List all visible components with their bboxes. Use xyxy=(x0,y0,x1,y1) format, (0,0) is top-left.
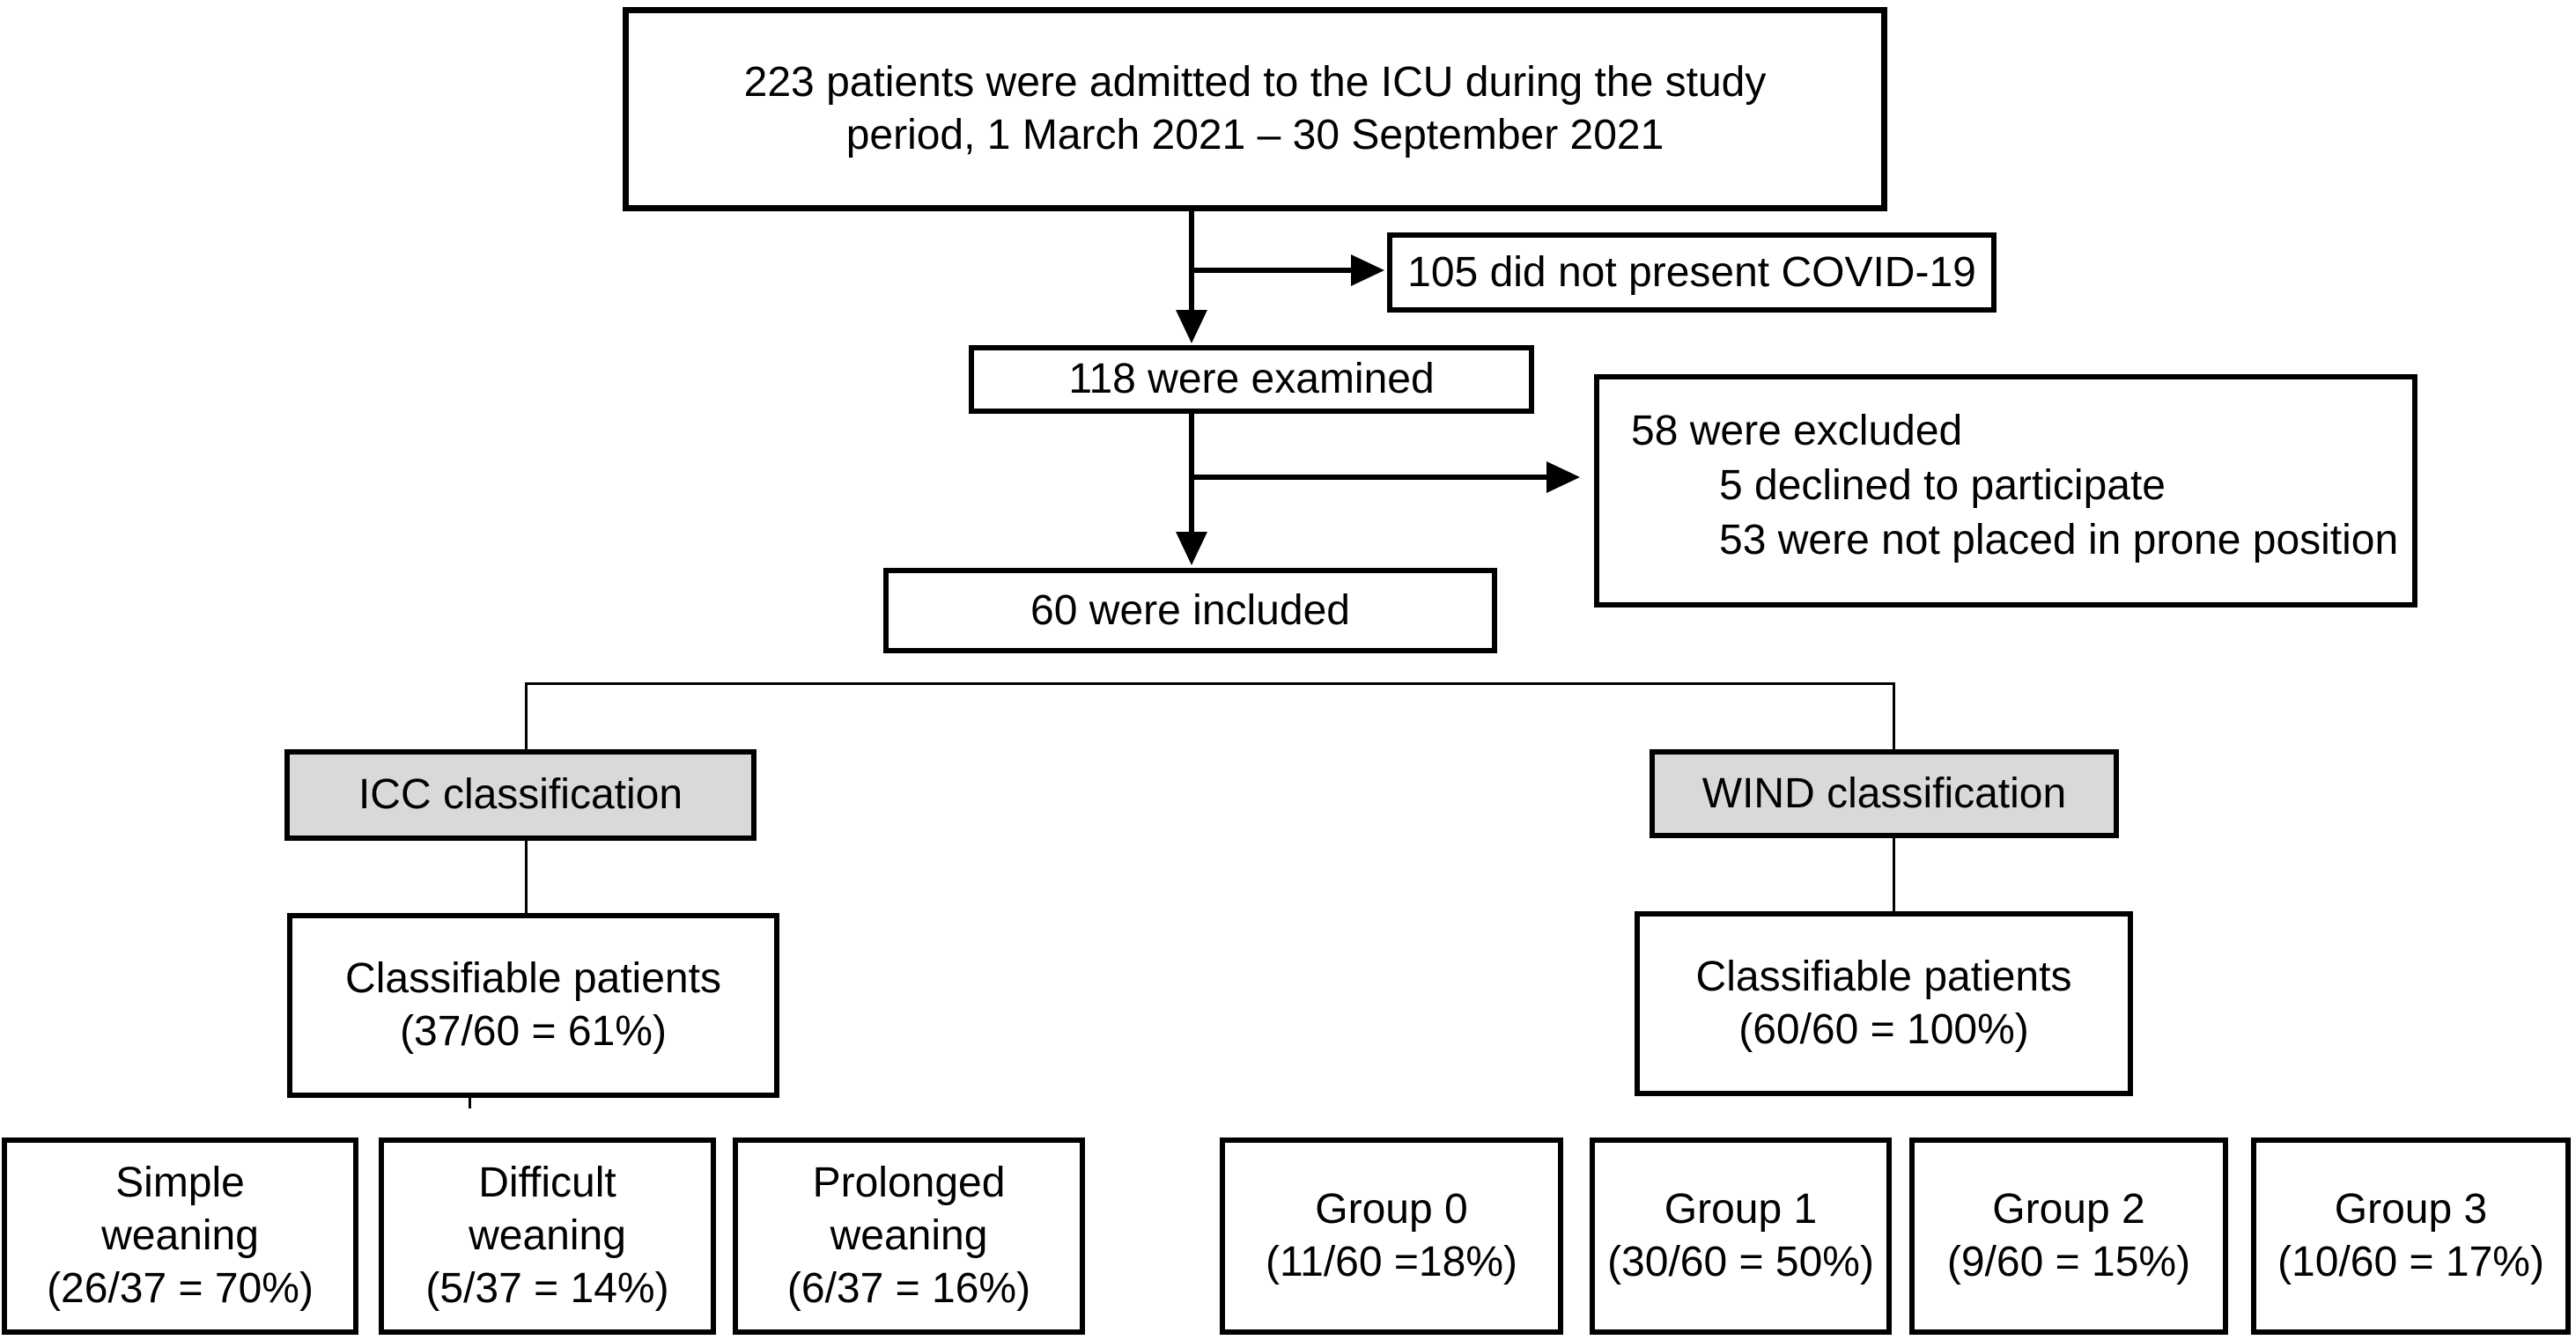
arrowhead-admitted-to-examined xyxy=(1176,310,1207,343)
box-wind-classification-line-0: WIND classification xyxy=(1701,769,2067,817)
box-admitted-line-1: period, 1 March 2021 – 30 September 2021 xyxy=(845,112,1664,158)
box-admitted-line-0: 223 patients were admitted to the ICU du… xyxy=(743,59,1767,106)
box-group-0: Group 0 (11/60 =18%) xyxy=(1220,1138,1563,1335)
connector-icc-to-classifiable xyxy=(525,841,528,915)
box-group-1-line-0: Group 1 xyxy=(1664,1186,1818,1233)
box-included: 60 were included xyxy=(883,568,1497,653)
box-not-covid: 105 did not present COVID-19 xyxy=(1387,232,1997,313)
connector-split-horizontal xyxy=(525,682,1895,685)
box-not-covid-line-0: 105 did not present COVID-19 xyxy=(1407,248,1976,296)
box-simple-weaning-line-2: (26/37 = 70%) xyxy=(47,1265,314,1312)
connector-classifiable-icc-stub xyxy=(469,1096,471,1108)
box-excluded-line-1: 5 declined to participate xyxy=(1719,462,2166,509)
box-group-1: Group 1 (30/60 = 50%) xyxy=(1590,1138,1892,1335)
box-group-2: Group 2 (9/60 = 15%) xyxy=(1909,1138,2228,1335)
arrowhead-branch-excluded xyxy=(1546,461,1580,493)
box-difficult-weaning-line-2: (5/37 = 14%) xyxy=(425,1265,669,1312)
box-classifiable-wind: Classifiable patients (60/60 = 100%) xyxy=(1635,911,2133,1096)
box-icc-classification: ICC classification xyxy=(284,749,757,841)
box-excluded-line-0: 58 were excluded xyxy=(1631,408,1963,454)
box-classifiable-wind-line-0: Classifiable patients xyxy=(1695,953,2072,1000)
box-icc-classification-line-0: ICC classification xyxy=(358,771,683,818)
box-difficult-weaning: Difficult weaning (5/37 = 14%) xyxy=(379,1138,716,1335)
box-group-2-line-0: Group 2 xyxy=(1992,1186,2145,1233)
connector-split-drop-right xyxy=(1893,682,1895,751)
box-group-0-line-0: Group 0 xyxy=(1315,1186,1468,1233)
box-included-line-0: 60 were included xyxy=(1030,586,1350,634)
box-simple-weaning-line-0: Simple xyxy=(115,1160,245,1206)
box-simple-weaning-line-1: weaning xyxy=(101,1212,259,1259)
box-prolonged-weaning-line-1: weaning xyxy=(830,1212,988,1259)
arrowhead-branch-not-covid xyxy=(1351,254,1384,286)
box-simple-weaning: Simple weaning (26/37 = 70%) xyxy=(2,1138,358,1335)
connector-wind-to-classifiable xyxy=(1893,838,1895,913)
box-admitted: 223 patients were admitted to the ICU du… xyxy=(623,7,1887,211)
box-excluded-line-2: 53 were not placed in prone position xyxy=(1719,517,2399,563)
box-difficult-weaning-line-1: weaning xyxy=(469,1212,626,1259)
box-group-3-line-1: (10/60 = 17%) xyxy=(2277,1239,2544,1285)
connector-branch-not-covid xyxy=(1192,268,1354,273)
box-group-3: Group 3 (10/60 = 17%) xyxy=(2251,1138,2571,1335)
box-classifiable-wind-line-1: (60/60 = 100%) xyxy=(1738,1006,2029,1053)
box-examined-line-0: 118 were examined xyxy=(1068,356,1435,402)
arrowhead-examined-to-included xyxy=(1176,532,1207,565)
box-classifiable-icc: Classifiable patients (37/60 = 61%) xyxy=(287,913,779,1098)
box-prolonged-weaning: Prolonged weaning (6/37 = 16%) xyxy=(733,1138,1085,1335)
box-difficult-weaning-line-0: Difficult xyxy=(478,1160,616,1206)
box-group-1-line-1: (30/60 = 50%) xyxy=(1607,1239,1874,1285)
box-prolonged-weaning-line-0: Prolonged xyxy=(812,1160,1006,1206)
box-excluded: 58 were excluded 5 declined to participat… xyxy=(1594,374,2417,607)
box-group-3-line-0: Group 3 xyxy=(2334,1186,2488,1233)
box-classifiable-icc-line-0: Classifiable patients xyxy=(345,955,721,1002)
box-examined: 118 were examined xyxy=(969,345,1534,414)
box-classifiable-icc-line-1: (37/60 = 61%) xyxy=(400,1008,667,1055)
box-group-2-line-1: (9/60 = 15%) xyxy=(1946,1239,2191,1285)
box-group-0-line-1: (11/60 =18%) xyxy=(1266,1239,1517,1285)
connector-admitted-to-examined xyxy=(1189,209,1194,317)
connector-branch-excluded xyxy=(1192,475,1546,480)
box-wind-classification: WIND classification xyxy=(1650,749,2119,838)
box-prolonged-weaning-line-2: (6/37 = 16%) xyxy=(786,1265,1031,1312)
connector-split-drop-left xyxy=(525,682,528,751)
